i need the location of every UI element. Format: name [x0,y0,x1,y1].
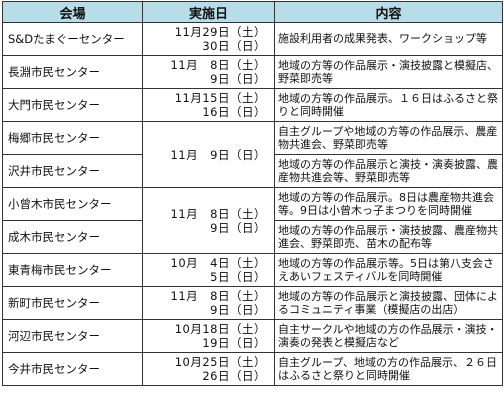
table-row: 梅郷市民センター 11月 9日（日） 自主グループや地域の方等の作品展示、農産物… [2,121,503,188]
content-header: 内容 [274,1,503,23]
venue-cell: 梅郷市民センター [2,121,143,155]
date-line: 11月15日（土） [174,91,266,105]
content-cell: 自主グループや地域の方等の作品展示、農産物共進会、野菜即売等 [274,121,503,155]
table-row: S&Dたまぐーセンター 11月29日（土） 30日（日） 施設利用者の成果発表、ワ… [2,22,503,56]
content-cell: 地域の方等の作品展示。１６日はふるさと祭りと同時開催 [274,88,503,122]
content-cell: 地域の方等の作品展示と演技・演奏披露、農産物共進会等、野菜即売等 [274,154,503,188]
date-cell: 11月 8日（土） 9日（日） [142,55,275,89]
date-line: 10月25日（土） [174,355,266,369]
date-line: 11月 9日（日） [170,147,266,162]
date-cell: 10月25日（土） 26日（日） [142,352,275,386]
venue-cell: 沢井市民センター [2,154,143,188]
date-line: 11月29日（土） [174,25,266,39]
content-cell: 地域の方等の作品展示。8日は農産物共進会等。9日は小曾木っ子まつりを同時開催 [274,187,503,221]
date-line: 30日（日） [202,39,266,53]
content-cell: 地域の方等の作品展示・演技披露、農産物共進会、野菜即売、苗木の配布等 [274,220,503,254]
venue-cell: 大門市民センター [2,88,143,122]
date-line: 10月 4日（土） [170,256,266,270]
date-line: 9日（日） [210,220,266,235]
date-line: 26日（日） [202,369,266,383]
date-line: 11月 8日（土） [170,206,266,221]
table-row: 東青梅市民センター 10月 4日（土） 5日（日） 地域の方等の作品展示等。5日は… [2,253,503,287]
date-line: 19日（日） [202,336,266,350]
venue-cell: 東青梅市民センター [2,253,143,287]
table-row: 成木市民センター 地域の方等の作品展示・演技披露、農産物共進会、野菜即売、苗木の… [2,220,503,254]
date-line: 11月 8日（土） [170,289,266,303]
date-cell: 11月 9日（日） [142,121,275,188]
content-cell: 施設利用者の成果発表、ワークショップ等 [274,22,503,56]
table-row: 大門市民センター 11月15日（土） 16日（日） 地域の方等の作品展示。１６日は… [2,88,503,122]
table-row: 小曾木市民センター 11月 8日（土） 9日（日） 地域の方等の作品展示。8日は農… [2,187,503,254]
content-cell: 地域の方等の作品展示・演技披露と模擬店、野菜即売等 [274,55,503,89]
content-cell: 地域の方等の作品展示と演技披露、団体によるコミュニティ事業（模擬店の出店） [274,286,503,320]
date-cell: 11月15日（土） 16日（日） [142,88,275,122]
date-cell: 10月 4日（土） 5日（日） [142,253,275,287]
date-cell: 10月18日（土） 19日（日） [142,319,275,353]
venue-header: 会場 [2,1,143,23]
date-line: 9日（日） [210,72,266,86]
header-row: 会場 実施日 内容 [2,1,503,23]
date-line: 10月18日（土） [174,322,266,336]
venue-cell: 成木市民センター [2,220,143,254]
table-row: 沢井市民センター 地域の方等の作品展示と演技・演奏披露、農産物共進会等、野菜即売… [2,154,503,188]
events-table: 会場 実施日 内容 S&Dたまぐーセンター 11月29日（土） 30日（日） 施設… [2,1,503,386]
date-cell: 11月29日（土） 30日（日） [142,22,275,56]
date-line: 11月 8日（土） [170,58,266,72]
date-header: 実施日 [142,1,275,23]
venue-cell: 河辺市民センター [2,319,143,353]
venue-cell: 長淵市民センター [2,55,143,89]
date-line: 9日（日） [210,303,266,317]
venue-cell: 小曾木市民センター [2,187,143,221]
venue-cell: 新町市民センター [2,286,143,320]
table-row: 長淵市民センター 11月 8日（土） 9日（日） 地域の方等の作品展示・演技披露と… [2,55,503,89]
table-row: 新町市民センター 11月 8日（土） 9日（日） 地域の方等の作品展示と演技披露、… [2,286,503,320]
content-cell: 地域の方等の作品展示等。5日は第八支会さえあいフェスティバルを同時開催 [274,253,503,287]
date-cell: 11月 8日（土） 9日（日） [142,286,275,320]
table-row: 今井市民センター 10月25日（土） 26日（日） 自主グループ、地域の方の作品展… [2,352,503,386]
table-row: 河辺市民センター 10月18日（土） 19日（日） 自主サークルや地域の方の作品展… [2,319,503,353]
date-line: 5日（日） [210,270,266,284]
date-line: 16日（日） [202,105,266,119]
content-cell: 自主グループ、地域の方の作品展示、２６日はふるさと祭りと同時開催 [274,352,503,386]
venue-cell: 今井市民センター [2,352,143,386]
content-cell: 自主サークルや地域の方の作品展示・演技・演奏の発表と模擬店など [274,319,503,353]
venue-cell: S&Dたまぐーセンター [2,22,143,56]
date-cell: 11月 8日（土） 9日（日） [142,187,275,254]
